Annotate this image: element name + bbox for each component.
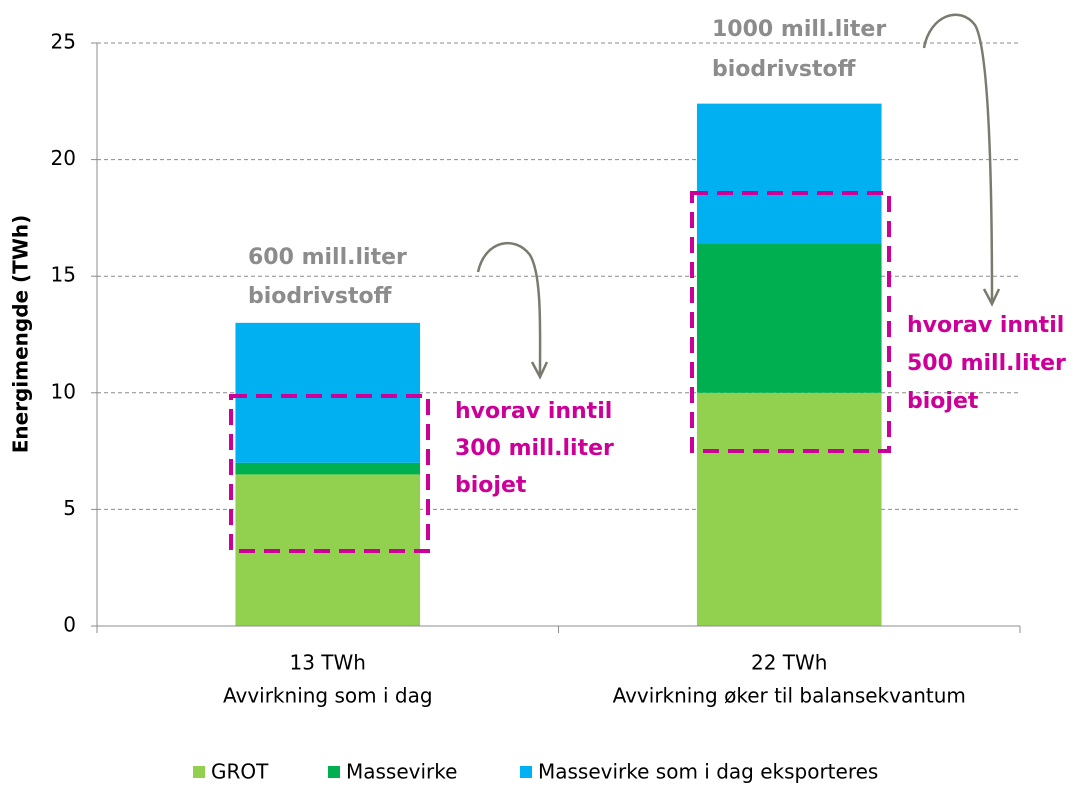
y-tick-label: 15 bbox=[51, 263, 76, 287]
arrow-head bbox=[530, 361, 549, 380]
annotation: 1000 mill.liter bbox=[712, 17, 886, 42]
annotation: biojet bbox=[455, 473, 527, 498]
arrow bbox=[922, 13, 994, 303]
annotation: 300 mill.liter bbox=[455, 436, 614, 461]
annotation: biodrivstoff bbox=[712, 57, 857, 82]
annotation: biodrivstoff bbox=[248, 284, 393, 309]
bar-segment bbox=[235, 322, 421, 463]
annotation: hvorav inntil bbox=[455, 399, 612, 424]
annotation: hvorav inntil bbox=[907, 313, 1064, 338]
annotation: biojet bbox=[907, 389, 979, 414]
arrow-head bbox=[982, 288, 1001, 307]
bar-segment bbox=[696, 243, 882, 393]
bar-segment bbox=[696, 103, 882, 244]
y-tick-label: 5 bbox=[63, 496, 76, 520]
highlight-box bbox=[690, 191, 891, 453]
bar-segment bbox=[235, 462, 421, 475]
x-tick-label: 22 TWh bbox=[751, 651, 827, 675]
legend-swatch bbox=[520, 766, 532, 778]
y-axis-label: Energimengde (TWh) bbox=[9, 215, 33, 454]
legend-label: Massevirke bbox=[346, 760, 457, 784]
legend-swatch bbox=[328, 766, 340, 778]
y-tick-label: 25 bbox=[51, 30, 76, 54]
y-tick-label: 20 bbox=[51, 146, 76, 170]
x-tick-label: Avvirkning øker til balansekvantum bbox=[613, 684, 966, 708]
arrow bbox=[476, 241, 542, 376]
bar-segment bbox=[696, 392, 882, 626]
highlight-box bbox=[229, 394, 430, 553]
y-tick-label: 0 bbox=[63, 613, 76, 637]
y-tick-label: 10 bbox=[51, 379, 76, 403]
annotation: 500 mill.liter bbox=[907, 351, 1066, 376]
legend-swatch bbox=[193, 766, 205, 778]
annotation: 600 mill.liter bbox=[248, 245, 407, 270]
x-tick-label: Avvirkning som i dag bbox=[223, 684, 433, 708]
legend-label: GROT bbox=[211, 760, 269, 784]
x-tick-label: 13 TWh bbox=[290, 651, 366, 675]
legend-label: Massevirke som i dag eksporteres bbox=[538, 760, 878, 784]
